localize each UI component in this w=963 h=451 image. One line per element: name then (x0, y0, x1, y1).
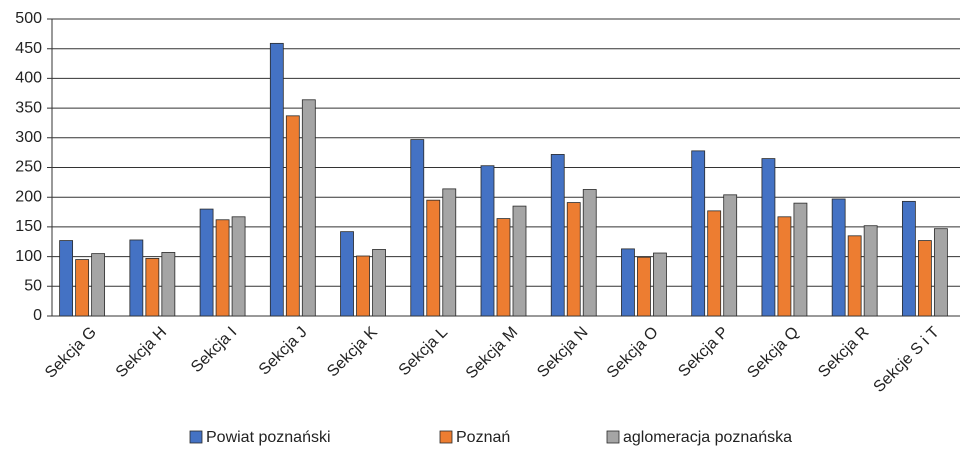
bar (933, 228, 948, 317)
legend-swatch (606, 430, 620, 444)
bar (550, 154, 565, 317)
bar (621, 248, 635, 317)
x-tick-label: Sekcja O (604, 324, 662, 382)
y-tick-label: 350 (15, 99, 42, 116)
y-tick-label: 500 (15, 10, 42, 27)
bar (75, 259, 90, 317)
bar (707, 210, 722, 317)
bar (777, 216, 792, 317)
bar (442, 188, 457, 317)
bar (372, 249, 386, 317)
legend-swatch (189, 430, 203, 444)
bar (831, 198, 846, 317)
x-tick-label: Sekcje S i T (871, 324, 943, 396)
legend-label: aglomeracja poznańska (623, 429, 792, 446)
y-tick-label: 200 (15, 188, 42, 205)
bar (91, 253, 106, 317)
legend-label: Powiat poznański (206, 429, 331, 446)
bar (161, 252, 176, 317)
bar (285, 115, 300, 317)
x-tick-label: Sekcja G (42, 324, 100, 382)
bar (426, 199, 441, 317)
bar (917, 240, 932, 317)
bar (793, 202, 808, 317)
bar (215, 219, 230, 317)
y-tick-label: 250 (15, 159, 42, 176)
x-tick-label: Sekcja N (534, 324, 591, 381)
bar (301, 99, 316, 317)
y-tick-label: 100 (15, 248, 42, 265)
bar (761, 158, 776, 317)
bar (231, 216, 246, 317)
bar (410, 139, 425, 317)
bar (496, 218, 511, 317)
bar (59, 240, 74, 317)
bar (566, 202, 581, 317)
legend-label: Poznań (456, 429, 510, 446)
bar (863, 225, 878, 317)
x-tick-label: Sekcja L (396, 324, 451, 379)
bar (129, 239, 144, 317)
x-tick-label: Sekcja Q (744, 324, 802, 382)
y-tick-label: 50 (24, 278, 42, 295)
bar (691, 150, 706, 317)
legend-swatch (439, 430, 453, 444)
bar (512, 205, 527, 317)
y-tick-label: 300 (15, 129, 42, 146)
bar (582, 189, 597, 317)
x-tick-label: Sekcja H (113, 324, 170, 381)
bar (356, 255, 370, 317)
y-tick-label: 0 (33, 307, 42, 324)
bar (847, 235, 862, 317)
bar (637, 256, 651, 317)
y-tick-label: 150 (15, 218, 42, 235)
bar (653, 252, 667, 317)
y-tick-label: 450 (15, 40, 42, 57)
bar (340, 231, 354, 317)
x-tick-label: Sekcja J (256, 324, 311, 379)
x-tick-label: Sekcja K (324, 324, 381, 381)
bar (480, 165, 495, 317)
x-tick-label: Sekcja P (675, 324, 732, 381)
bar (199, 208, 214, 317)
x-tick-label: Sekcja I (188, 324, 240, 376)
bar (145, 257, 160, 317)
bar (723, 194, 738, 317)
bar (901, 200, 916, 317)
x-tick-label: Sekcja M (463, 324, 522, 383)
x-tick-label: Sekcja R (815, 324, 872, 381)
bar (269, 42, 284, 317)
y-tick-label: 400 (15, 70, 42, 87)
